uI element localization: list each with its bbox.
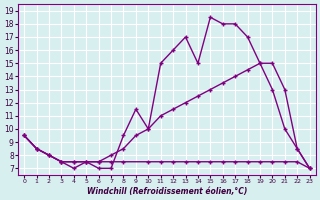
X-axis label: Windchill (Refroidissement éolien,°C): Windchill (Refroidissement éolien,°C): [87, 187, 247, 196]
